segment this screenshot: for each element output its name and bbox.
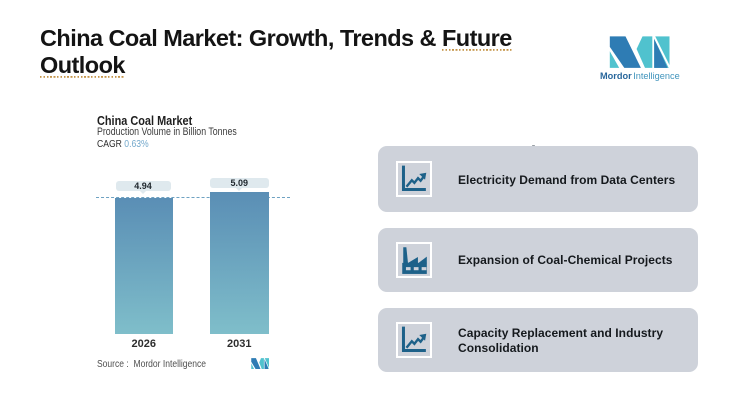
svg-text:Mordor Intelligence: Mordor Intelligence [600, 71, 680, 81]
